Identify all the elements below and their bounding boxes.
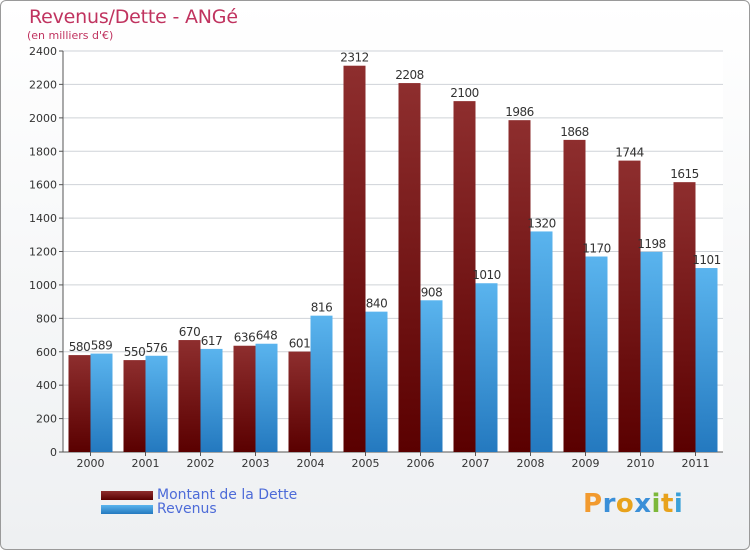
bar-dette: [563, 139, 586, 452]
bar-dette: [673, 182, 696, 453]
legend-label-dette: Montant de la Dette: [157, 487, 298, 503]
data-label-revenus: 1320: [527, 216, 556, 230]
bar-revenus: [640, 251, 663, 452]
grid-layer: [59, 50, 723, 456]
bar-dette: [233, 345, 256, 452]
y-tick-label: 2000: [29, 112, 57, 125]
data-label-revenus: 576: [146, 341, 167, 355]
y-tick-label: 1400: [29, 212, 57, 225]
brand-letter: i: [651, 489, 661, 519]
y-tick-label: 0: [50, 446, 57, 459]
x-tick-label: 2003: [242, 457, 270, 470]
x-tick-label: 2007: [462, 457, 490, 470]
bar-revenus: [310, 315, 333, 452]
bar-revenus: [475, 283, 498, 452]
y-tick-label: 1200: [29, 246, 57, 259]
data-label-revenus: 589: [91, 339, 112, 353]
data-label-dette: 1744: [615, 146, 644, 160]
brand-letter: o: [615, 489, 635, 519]
data-label-revenus: 1101: [692, 253, 721, 267]
bar-dette: [123, 360, 146, 452]
bar-revenus: [420, 300, 443, 452]
y-tick-label: 2400: [29, 45, 57, 58]
chart-subtitle: (en milliers d'€): [27, 29, 114, 42]
x-tick-label: 2010: [627, 457, 655, 470]
legend-item-revenus: Revenus: [101, 501, 297, 517]
data-label-revenus: 617: [201, 334, 222, 348]
bar-layer: [68, 65, 718, 453]
bar-dette: [343, 65, 366, 452]
brand-letter: x: [634, 489, 652, 519]
bar-dette: [453, 101, 476, 452]
data-label-revenus: 1010: [472, 268, 501, 282]
bar-dette: [178, 340, 201, 452]
data-label-dette: 2312: [340, 51, 369, 65]
bar-revenus: [200, 348, 223, 452]
bar-dette: [618, 160, 641, 452]
bar-revenus: [695, 268, 718, 452]
data-label-revenus: 840: [366, 297, 387, 311]
label-layer: 0 200 400 600 800 1000 1200 1400 1600 1800 2000 220…: [29, 45, 721, 470]
y-tick-label: 200: [36, 413, 57, 426]
brand-letter: t: [660, 489, 674, 519]
bar-dette: [68, 355, 91, 452]
bar-dette: [508, 120, 531, 453]
x-tick-label: 2000: [77, 457, 105, 470]
brand-letter: r: [602, 489, 616, 519]
y-tick-label: 1600: [29, 179, 57, 192]
y-tick-label: 600: [36, 346, 57, 359]
data-label-dette: 1868: [560, 125, 589, 139]
legend-swatch-revenus: [101, 504, 153, 514]
y-tick-label: 2200: [29, 78, 57, 91]
y-tick-label: 400: [36, 379, 57, 392]
bar-revenus: [145, 355, 168, 452]
data-label-dette: 2208: [395, 68, 424, 82]
data-label-revenus: 648: [256, 329, 277, 343]
x-tick-label: 2005: [352, 457, 380, 470]
data-label-dette: 670: [179, 325, 200, 339]
data-label-dette: 550: [124, 345, 145, 359]
data-label-dette: 1986: [505, 105, 534, 119]
legend: Montant de la Dette Revenus: [101, 487, 298, 517]
legend-item-dette: Montant de la Dette: [101, 487, 298, 503]
legend-label-revenus: Revenus: [157, 501, 217, 517]
chart-title: Revenus/Dette - ANGé: [29, 6, 238, 28]
data-label-dette: 601: [289, 337, 310, 351]
data-label-revenus: 1198: [637, 237, 666, 251]
bar-revenus: [365, 311, 388, 452]
data-label-revenus: 816: [311, 301, 332, 315]
data-label-dette: 580: [69, 340, 90, 354]
legend-swatch-dette: [101, 490, 153, 500]
y-tick-label: 800: [36, 312, 57, 325]
data-label-revenus: 1170: [582, 242, 611, 256]
x-tick-label: 2006: [407, 457, 435, 470]
bar-revenus: [255, 343, 278, 452]
x-tick-label: 2004: [297, 457, 325, 470]
data-label-revenus: 908: [421, 285, 442, 299]
bar-dette: [398, 83, 421, 452]
bar-revenus: [90, 353, 113, 452]
data-label-dette: 1615: [670, 167, 699, 181]
brand-letter: P: [583, 489, 603, 519]
x-tick-label: 2008: [517, 457, 545, 470]
data-label-dette: 636: [234, 331, 255, 345]
bar-dette: [288, 351, 311, 452]
x-tick-label: 2001: [132, 457, 160, 470]
bar-revenus: [585, 256, 608, 452]
y-tick-label: 1000: [29, 279, 57, 292]
x-tick-label: 2011: [682, 457, 710, 470]
data-label-dette: 2100: [450, 86, 479, 100]
brand-letter: i: [673, 489, 684, 519]
brand-logo: Proxiti: [583, 489, 683, 519]
x-tick-label: 2009: [572, 457, 600, 470]
x-tick-label: 2002: [187, 457, 215, 470]
y-tick-label: 1800: [29, 145, 57, 158]
bar-revenus: [530, 231, 553, 452]
